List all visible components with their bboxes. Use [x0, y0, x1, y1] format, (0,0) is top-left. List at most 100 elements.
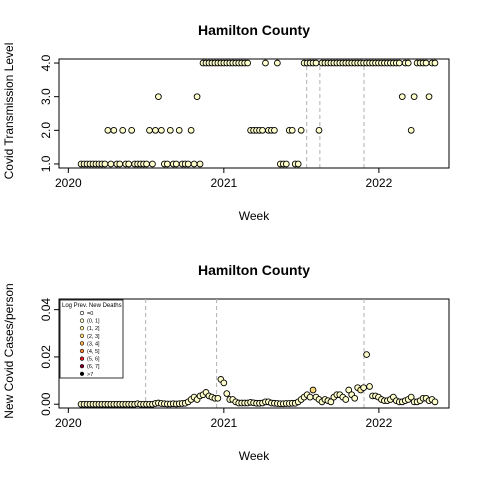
chart-1-ytick-label-1: 2.0	[39, 122, 53, 139]
chart-2-legend-label-4: (3, 4]	[87, 341, 100, 347]
chart-1-point	[271, 126, 278, 134]
chart-1-xtick-label-0: 2020	[55, 176, 82, 190]
chart-1-point	[155, 93, 162, 101]
chart-2-ytick-label-0: 0.00	[39, 392, 53, 416]
chart-1-point	[395, 59, 403, 67]
chart-1-point	[119, 126, 127, 134]
chart-1-xtick-label-1: 2021	[210, 176, 237, 190]
chart-1-point	[125, 160, 133, 168]
chart-1-point	[262, 59, 269, 67]
chart-1-point	[282, 160, 290, 168]
chart-2-xtick-label-2: 2022	[366, 416, 393, 430]
chart-2-legend-swatch-8	[79, 371, 85, 376]
chart-2-xtick-label-1: 2021	[210, 416, 237, 430]
chart-1-plot-area: 2020 2021 2022 1.0 2.0 3.0 4.0	[39, 54, 450, 190]
chart-2-legend-swatch-2	[79, 326, 85, 331]
chart-2-point	[327, 398, 335, 406]
chart-2-legend-label-7: (6, 7]	[87, 364, 100, 370]
chart-2-plot-area: 2020 2021 2022 0.00 0.02 0.04 Log Prev. New De…	[39, 298, 450, 430]
chart-2-legend-swatch-1	[79, 318, 85, 323]
chart-1-title: Hamilton County	[198, 22, 310, 38]
chart-2-point	[306, 393, 314, 401]
chart-1-point	[163, 160, 171, 168]
chart-1-point	[110, 126, 118, 134]
chart-2-legend-swatch-5	[79, 348, 85, 354]
chart-2-point	[214, 394, 222, 402]
chart-2-ytick-label-2: 0.04	[39, 298, 53, 322]
chart-1-ytick-label-0: 1.0	[39, 155, 53, 172]
chart-2-legend-title: Log Prev. New Deaths	[62, 303, 122, 309]
chart-2-point	[431, 398, 439, 406]
chart-1-point	[166, 126, 174, 134]
chart-2-point	[345, 386, 353, 394]
chart-1-point	[244, 59, 251, 67]
chart-2-ytick-label-1: 0.02	[39, 345, 53, 369]
chart-1-point	[149, 160, 156, 168]
chart-1-point	[190, 160, 198, 168]
chart-1-point	[172, 160, 180, 168]
chart-1-point	[116, 160, 124, 168]
chart-1-xlabel: Week	[239, 209, 270, 223]
chart-2-legend-label-1: (0, 1]	[87, 319, 100, 325]
chart-1-point	[398, 93, 406, 101]
chart-1-point	[146, 126, 153, 134]
chart-2-xtick-label-0: 2020	[55, 416, 82, 430]
chart-1-point	[274, 59, 281, 67]
chart-2-point	[309, 386, 317, 394]
chart-2-point	[366, 383, 373, 390]
chart-1-point	[158, 126, 165, 134]
chart-1-point	[422, 59, 430, 67]
chart-1-ylabel: Covid Transmission Level	[2, 43, 16, 180]
chart-1-point	[312, 59, 320, 67]
chart-2-legend-label-0: =0	[87, 311, 93, 317]
chart-1-point	[410, 93, 418, 101]
chart-1-point	[297, 126, 305, 134]
chart-1-xtick-label-2: 2022	[366, 176, 393, 190]
chart-1-plot-box	[58, 58, 450, 169]
chart-1-point	[315, 126, 323, 134]
chart-1-point	[107, 160, 115, 168]
chart-1-point	[294, 160, 302, 168]
chart-1-point	[196, 160, 204, 168]
chart-1-point	[425, 93, 433, 101]
chart-2-point	[223, 390, 231, 397]
chart-1-point	[187, 126, 195, 134]
chart-2-point	[360, 384, 367, 392]
chart-2-legend-box	[59, 299, 124, 379]
chart-2-legend: Log Prev. New Deaths =0 (0, 1](1, 2] (2, 3]…	[59, 299, 124, 379]
chart-1-point	[175, 126, 183, 134]
chart-2-legend-swatch-3	[79, 333, 85, 338]
chart-1-point	[259, 126, 266, 134]
chart-2-point	[342, 396, 350, 403]
chart-2-legend-label-5: (4, 5]	[87, 349, 100, 355]
chart-1-point	[404, 59, 412, 67]
chart-1-point	[128, 126, 135, 134]
chart-2-legend-label-3: (2, 3]	[87, 334, 100, 340]
chart-2-legend-swatch-4	[79, 341, 85, 346]
chart-2-point	[351, 394, 359, 402]
chart-1-point	[101, 160, 109, 168]
chart-1-point	[143, 160, 150, 168]
chart-1-point	[152, 126, 159, 134]
chart-2-legend-swatch-7	[79, 364, 85, 369]
chart-1-point	[104, 126, 112, 134]
chart-2-legend-label-6: (5, 6]	[87, 357, 100, 363]
chart-1-ytick-label-2: 3.0	[39, 88, 53, 105]
chart-1-ytick-label-3: 4.0	[39, 54, 53, 71]
chart-1-point	[288, 126, 296, 134]
chart-1-point	[407, 126, 415, 134]
chart-1-point	[184, 160, 192, 168]
chart-2-title: Hamilton County	[198, 262, 310, 278]
chart-2-legend-label-8: >7	[87, 372, 93, 378]
chart-2-point	[407, 393, 415, 401]
chart-2-point	[220, 379, 228, 387]
chart-1-point	[431, 59, 439, 67]
chart-1-point	[193, 93, 201, 101]
chart-2-legend-label-2: (1, 2]	[87, 326, 100, 332]
chart-2-legend-swatch-0	[79, 310, 85, 316]
chart-2-xlabel: Week	[239, 449, 270, 463]
chart-2-legend-swatch-6	[79, 356, 85, 361]
chart-2-point	[363, 351, 370, 358]
